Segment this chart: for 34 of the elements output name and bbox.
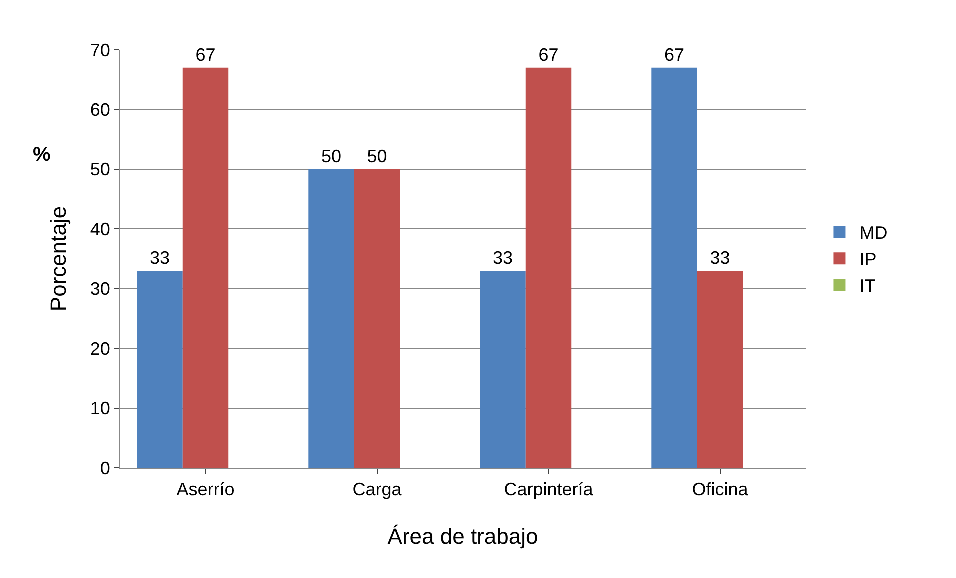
legend-label: IP	[860, 250, 877, 270]
bar	[354, 169, 400, 468]
bar	[526, 68, 572, 468]
bar	[308, 169, 354, 468]
legend-label: IT	[860, 276, 876, 296]
y-tick-label: 40	[90, 219, 110, 240]
data-label: 33	[150, 248, 170, 268]
x-tick-label: Carga	[352, 480, 403, 500]
y-tick-label: 70	[90, 40, 110, 60]
data-label: 67	[196, 44, 216, 65]
legend-label: MD	[860, 223, 888, 244]
bar	[137, 270, 183, 468]
data-label: 67	[538, 44, 559, 65]
y-tick-label: 50	[90, 160, 110, 180]
x-axis-title: Área de trabajo	[388, 524, 538, 549]
bar	[652, 68, 698, 468]
y-tick-label: 30	[90, 279, 110, 300]
bar	[480, 270, 526, 468]
bar	[182, 68, 229, 468]
data-label: 33	[710, 248, 730, 268]
x-tick-label: Oficina	[692, 480, 750, 500]
data-label: 67	[664, 44, 685, 65]
y-axis-title: Porcentaje	[46, 206, 71, 312]
text: %	[33, 144, 51, 166]
y-tick-label: 10	[90, 398, 110, 419]
data-label: 33	[493, 248, 514, 268]
data-label: 50	[322, 146, 342, 166]
y-tick-label: 0	[100, 458, 110, 478]
bar	[697, 270, 744, 468]
data-label: 50	[367, 146, 388, 166]
y-tick-label: 20	[90, 338, 110, 359]
y-tick-label: 60	[90, 100, 110, 120]
x-tick-label: Carpintería	[504, 480, 594, 500]
x-tick-label: Aserrío	[176, 480, 235, 500]
